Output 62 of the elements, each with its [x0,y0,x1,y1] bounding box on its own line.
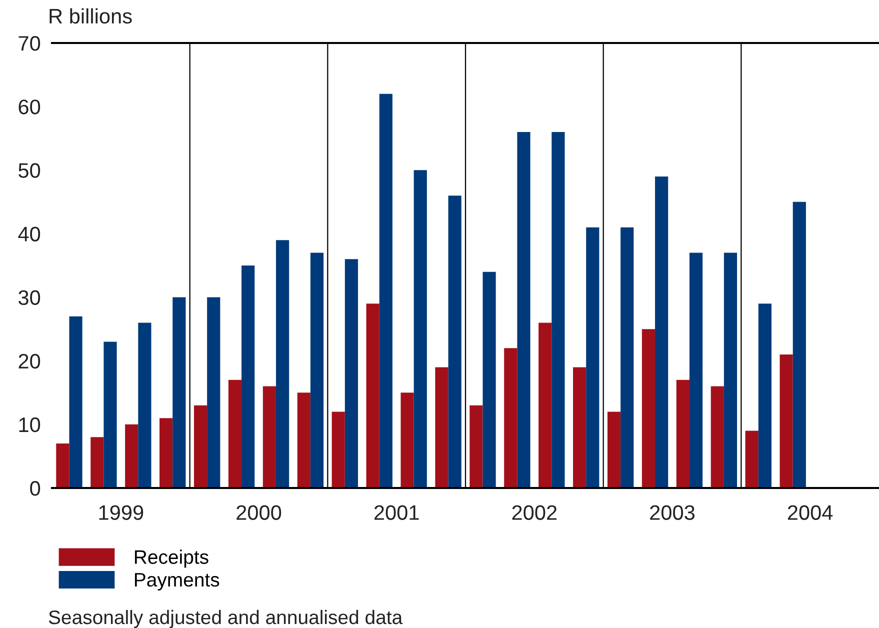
bar [504,348,518,488]
bar [207,297,220,488]
y-tick-label: 50 [18,163,40,178]
text: Seasonally adjusted and annualised data [48,610,403,628]
legend-label: Payments [134,573,220,590]
bar [517,132,530,488]
bar [642,329,656,488]
bar [262,386,276,488]
bar [470,405,483,488]
bar [400,392,414,488]
bar [414,170,427,488]
bar [69,316,82,488]
bar [758,304,772,488]
bar [620,227,634,488]
bar [104,342,117,488]
x-tick-label: 2004 [788,505,833,520]
x-tick-label: 2003 [650,505,695,520]
x-tick-label: 2002 [512,505,557,520]
bar [689,252,703,488]
bar [56,444,70,488]
bar [676,380,690,488]
y-tick-label: 40 [18,226,40,242]
bar [780,354,793,488]
bar [276,240,290,488]
bar [435,367,448,488]
x-tick-label: 2001 [374,505,419,520]
bar [379,94,392,488]
bar [172,297,186,488]
bar [242,266,255,488]
bar [228,380,242,488]
x-tick-label: 2000 [236,505,282,520]
bar [366,304,380,488]
bar [607,412,621,488]
x-tick-label: 1999 [99,505,144,520]
bar [586,227,600,488]
bar [655,176,668,488]
bar [538,322,552,488]
bar [344,259,358,488]
y-tick-label: 60 [18,100,40,114]
bar [710,386,724,488]
y-tick-label: 30 [18,290,40,306]
bar [724,252,738,488]
bar [573,367,586,488]
bar [792,202,806,488]
bar [332,412,345,488]
bar [160,418,173,488]
y-axis-title: R billions [50,8,132,24]
bar [310,252,324,488]
bar [138,322,152,488]
legend-label: Receipts [134,550,208,568]
bar [552,132,565,488]
bar [297,392,310,488]
bar [745,430,758,488]
bar [125,424,138,488]
y-tick-label: 70 [18,36,40,51]
bar [448,196,462,488]
y-tick-label: 0 [30,481,40,496]
y-tick-label: 20 [18,354,40,369]
bar [194,405,208,488]
y-tick-label: 10 [19,417,40,432]
bar [90,437,104,488]
bar [482,272,496,488]
